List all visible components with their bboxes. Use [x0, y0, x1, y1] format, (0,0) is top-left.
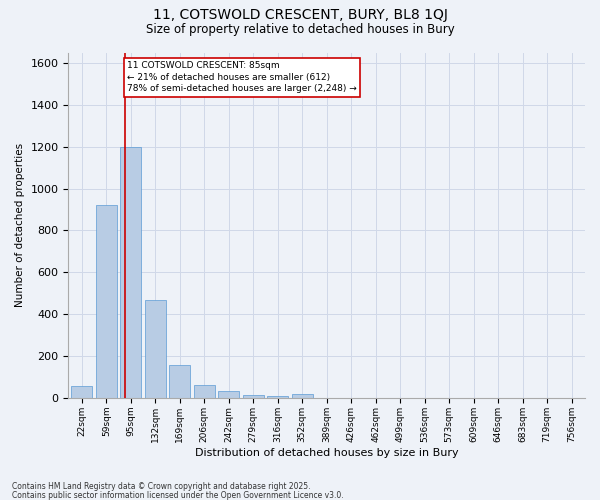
Bar: [169, 366, 190, 398]
Y-axis label: Number of detached properties: Number of detached properties: [15, 143, 25, 308]
Text: 11, COTSWOLD CRESCENT, BURY, BL8 1QJ: 11, COTSWOLD CRESCENT, BURY, BL8 1QJ: [152, 8, 448, 22]
Bar: [218, 390, 239, 398]
Text: 11 COTSWOLD CRESCENT: 85sqm
← 21% of detached houses are smaller (612)
78% of se: 11 COTSWOLD CRESCENT: 85sqm ← 21% of det…: [127, 61, 357, 94]
Bar: [292, 394, 313, 398]
Bar: [243, 395, 263, 398]
Bar: [96, 206, 117, 398]
Bar: [71, 386, 92, 398]
Text: Contains HM Land Registry data © Crown copyright and database right 2025.: Contains HM Land Registry data © Crown c…: [12, 482, 311, 491]
Bar: [194, 386, 215, 398]
Text: Size of property relative to detached houses in Bury: Size of property relative to detached ho…: [146, 22, 454, 36]
Text: Contains public sector information licensed under the Open Government Licence v3: Contains public sector information licen…: [12, 490, 344, 500]
Bar: [268, 396, 288, 398]
X-axis label: Distribution of detached houses by size in Bury: Distribution of detached houses by size …: [195, 448, 458, 458]
Bar: [121, 146, 141, 398]
Bar: [145, 300, 166, 398]
